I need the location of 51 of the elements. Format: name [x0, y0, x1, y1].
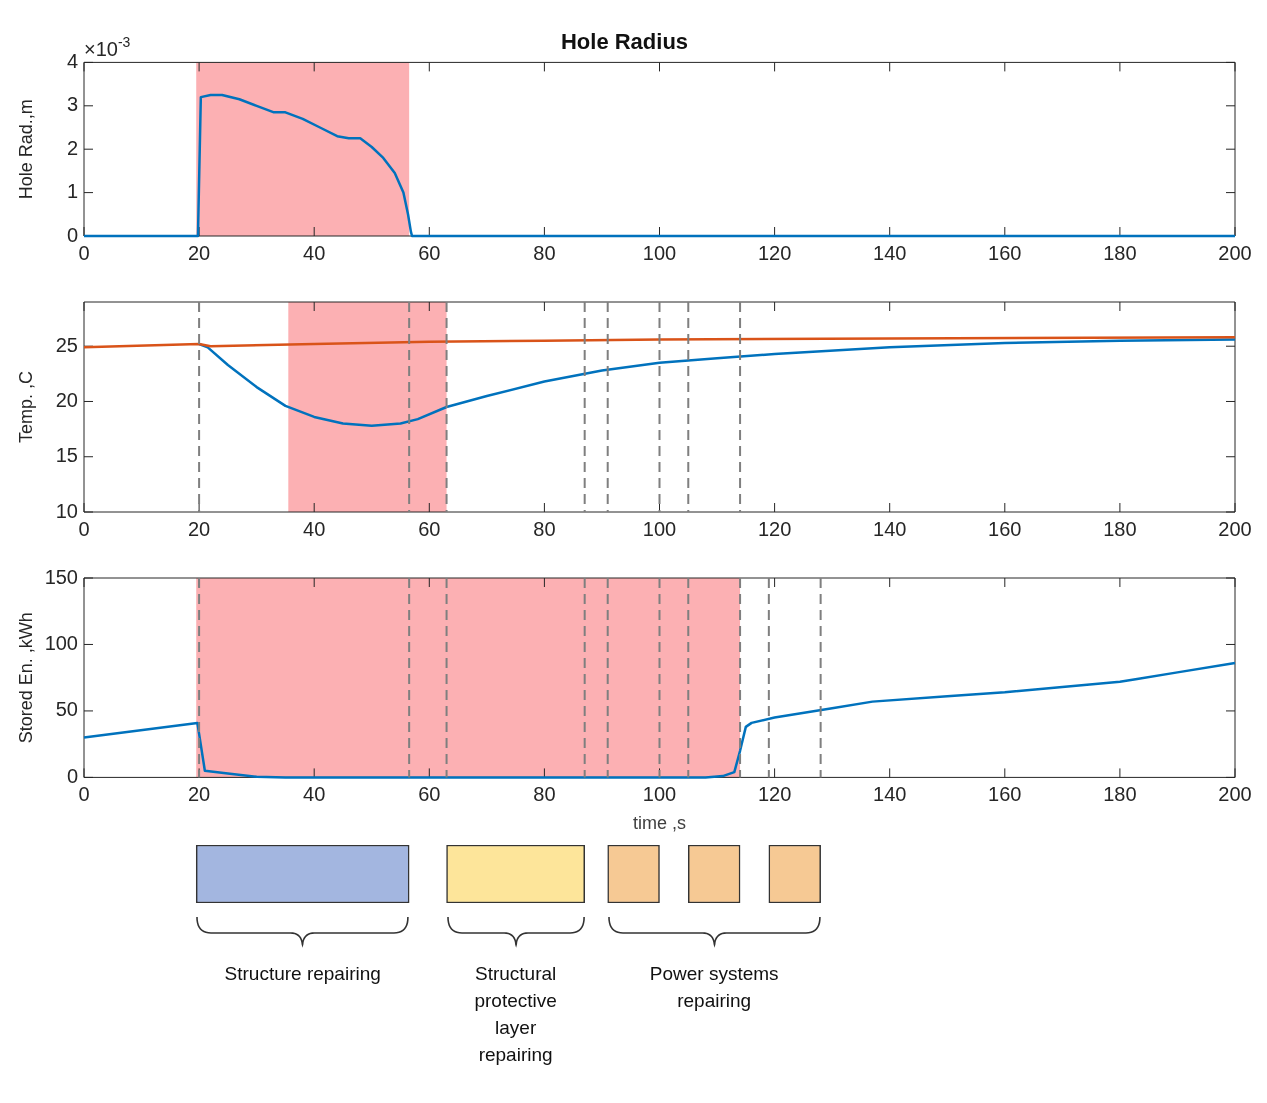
x-tick-label: 120 [757, 782, 792, 805]
y-tick-label: 25 [55, 333, 78, 356]
x-tick-label: 200 [1218, 241, 1252, 264]
x-axis-title: time ,s [632, 813, 687, 834]
x-tick-label: 80 [533, 517, 556, 540]
x-tick-label: 40 [303, 517, 326, 540]
y-tick-label: 20 [55, 388, 78, 411]
y-tick-label: 3 [66, 93, 78, 116]
y-tick-label: 0 [66, 223, 78, 246]
x-tick-label: 200 [1218, 782, 1252, 805]
y-tick-label: 50 [55, 698, 78, 721]
x-tick-label: 140 [873, 517, 907, 540]
x-tick-label: 180 [1103, 782, 1137, 805]
y-axis-title: Hole Rad.,m [15, 99, 36, 200]
y-axis-title: Temp. ,C [15, 370, 36, 444]
x-tick-label: 80 [533, 241, 556, 264]
x-tick-label: 160 [988, 241, 1022, 264]
x-tick-label: 140 [873, 782, 907, 805]
y-tick-label: 2 [66, 136, 78, 159]
y-tick-label: 0 [66, 764, 78, 787]
y-tick-label: 4 [66, 49, 78, 72]
y-tick-label: 15 [55, 444, 78, 467]
chart-title: Hole Radius [560, 29, 689, 55]
x-tick-label: 20 [187, 241, 211, 264]
y-tick-label: 100 [44, 631, 78, 654]
y-tick-label: 150 [44, 565, 78, 588]
y-axis-title: Stored En. ,kWh [15, 612, 36, 744]
x-tick-label: 120 [757, 517, 792, 540]
x-tick-label: 160 [988, 782, 1022, 805]
x-tick-label: 20 [187, 782, 211, 805]
x-tick-label: 120 [757, 241, 792, 264]
x-tick-label: 160 [988, 517, 1022, 540]
x-tick-label: 60 [418, 241, 441, 264]
x-tick-label: 100 [642, 517, 677, 540]
x-tick-label: 140 [873, 241, 907, 264]
x-tick-label: 40 [303, 782, 326, 805]
x-tick-label: 100 [642, 782, 677, 805]
annotation: Power systems repairing [649, 962, 779, 1011]
x-tick-label: 180 [1103, 517, 1137, 540]
x-tick-label: 20 [187, 517, 211, 540]
x-tick-label: 180 [1103, 241, 1137, 264]
x-tick-label: 80 [533, 782, 556, 805]
x-tick-label: 40 [303, 241, 326, 264]
y-tick-label: 1 [66, 180, 78, 203]
x-tick-label: 60 [418, 517, 441, 540]
annotation: Structural protective layer repairing [474, 962, 557, 1065]
x-tick-label: 100 [642, 241, 677, 264]
x-tick-label: 60 [418, 782, 441, 805]
y-tick-label: 10 [55, 499, 78, 522]
x-tick-label: 200 [1218, 517, 1252, 540]
annotation: Structure repairing [224, 962, 381, 984]
